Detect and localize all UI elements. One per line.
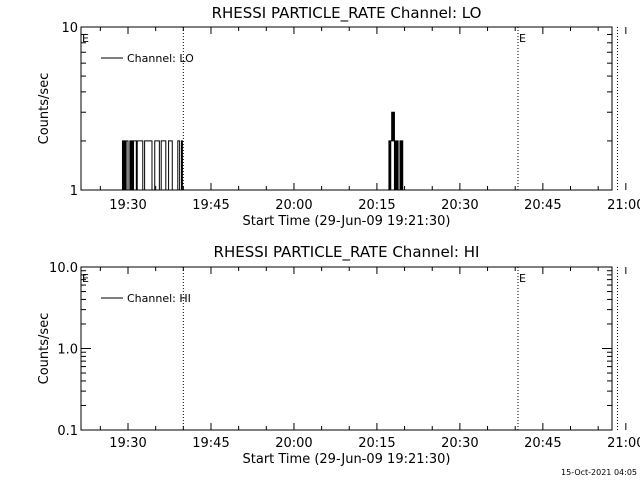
x-tick-label: 20:00 (275, 198, 312, 213)
y-tick-label: 10 (61, 21, 78, 36)
chart-title: RHESSI PARTICLE_RATE Channel: LO (212, 4, 482, 23)
x-tick-label: 19:30 (109, 436, 146, 451)
x-tick-label: 21:00 (607, 198, 640, 213)
x-tick-label: 20:45 (524, 436, 561, 451)
eclipse-marker: E (82, 272, 89, 285)
x-tick-label: 21:00 (607, 436, 640, 451)
x-tick-label: 19:45 (192, 436, 229, 451)
x-tick-label: 20:00 (275, 436, 312, 451)
x-tick-label: 19:30 (109, 198, 146, 213)
data-series-line (121, 111, 405, 191)
y-tick-label: 1 (70, 184, 78, 199)
chart-title: RHESSI PARTICLE_RATE Channel: HI (214, 243, 480, 262)
y-axis-label: Counts/sec (37, 73, 52, 145)
y-tick-label: 10.0 (49, 261, 78, 276)
eclipse-marker: E (519, 272, 526, 285)
x-tick-label: 20:15 (358, 198, 395, 213)
lo-channel-panel: RHESSI PARTICLE_RATE Channel: LO E E 19:30 1… (37, 4, 640, 229)
x-tick-label: 20:30 (441, 436, 478, 451)
eclipse-marker: E (82, 32, 89, 45)
legend-label: Channel: LO (127, 52, 194, 65)
generation-timestamp: 15-Oct-2021 04:05 (561, 468, 637, 477)
y-axis-label: Counts/sec (37, 313, 52, 385)
eclipse-marker: E (519, 32, 526, 45)
x-tick-label: 19:45 (192, 198, 229, 213)
y-tick-label: 0.1 (57, 424, 78, 439)
legend-label: Channel: HI (127, 292, 191, 305)
x-axis-label: Start Time (29-Jun-09 19:21:30) (243, 452, 451, 467)
y-tick-label: 1.0 (57, 343, 78, 358)
x-tick-label: 20:15 (358, 436, 395, 451)
hi-channel-panel: RHESSI PARTICLE_RATE Channel: HI E E 19:30 1… (37, 243, 640, 467)
x-tick-label: 20:45 (524, 198, 561, 213)
x-axis-label: Start Time (29-Jun-09 19:21:30) (243, 214, 451, 229)
x-tick-label: 20:30 (441, 198, 478, 213)
